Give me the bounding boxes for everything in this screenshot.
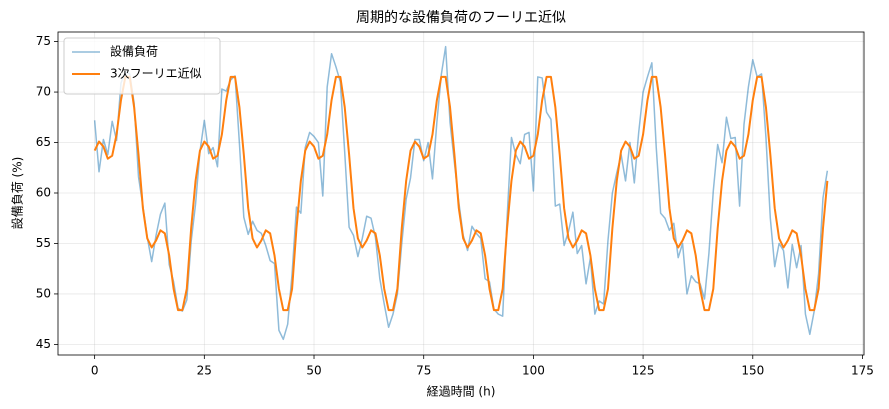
y-tick-label: 65 [36,135,51,149]
data-line [93,75,829,312]
x-tick-label: 0 [91,364,99,378]
y-tick-label: 70 [36,85,51,99]
x-tick-label: 75 [416,364,431,378]
axes-frame [57,31,865,356]
x-tick-label: 175 [851,364,874,378]
x-tick-label: 150 [741,364,764,378]
legend-box [63,37,221,95]
x-tick-label: 125 [632,364,655,378]
x-tick-label: 50 [306,364,321,378]
chart-title: 周期的な設備負荷のフーリエ近似 [356,10,566,26]
y-tick-label: 45 [36,337,51,351]
legend-label: 3次フーリエ近似 [110,67,202,81]
y-tick-label: 50 [36,286,51,300]
x-tick-label: 25 [197,364,212,378]
legend-label: 設備負荷 [110,44,158,59]
y-axis-label: 設備負荷 (%) [10,157,25,230]
y-tick-label: 60 [36,185,51,199]
y-tick-label: 55 [36,236,51,250]
y-tick-label: 75 [36,34,51,48]
x-tick-label: 100 [522,364,545,378]
x-axis-label: 経過時間 (h) [427,385,496,399]
legend: 設備負荷 3次フーリエ近似 [63,37,221,95]
